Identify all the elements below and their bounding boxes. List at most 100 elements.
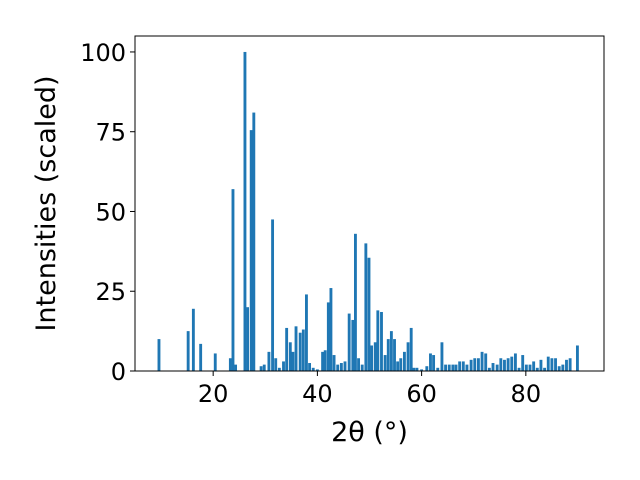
bar	[532, 361, 536, 371]
x-axis-label: 2θ (°)	[331, 417, 408, 448]
bar	[228, 358, 232, 371]
bar	[291, 351, 295, 371]
bar	[499, 358, 503, 371]
bar	[157, 339, 161, 371]
bar	[396, 361, 400, 371]
x-tick-label: 20	[198, 380, 229, 408]
bar	[376, 310, 380, 371]
bar	[267, 351, 271, 371]
bar	[213, 353, 217, 371]
bar	[336, 364, 340, 371]
bar	[473, 358, 477, 371]
bar	[339, 363, 343, 371]
bar	[252, 112, 256, 371]
bar	[535, 367, 539, 371]
bar	[294, 326, 298, 371]
y-tick-label: 0	[111, 358, 126, 386]
bar	[550, 358, 554, 371]
bar	[409, 327, 413, 371]
bar	[393, 339, 396, 371]
bar	[282, 361, 285, 371]
bar	[285, 327, 289, 371]
bar	[436, 367, 440, 371]
bar	[389, 331, 393, 371]
bar	[447, 364, 451, 371]
plot-frame	[134, 35, 605, 372]
bar	[301, 329, 305, 371]
bar	[568, 358, 572, 371]
bar	[543, 367, 547, 371]
bar	[399, 358, 403, 371]
x-axis-ticks: 20 40 60 80	[198, 371, 541, 408]
bar	[528, 364, 532, 371]
y-tick-label: 100	[80, 39, 126, 67]
bar	[521, 355, 525, 371]
bar	[484, 353, 488, 371]
bar	[557, 366, 561, 371]
bar	[357, 358, 360, 371]
bar	[360, 364, 364, 371]
bar	[246, 307, 249, 371]
bar	[506, 358, 510, 371]
bar	[513, 353, 517, 371]
bar	[329, 288, 333, 371]
bar	[429, 353, 432, 371]
bar	[444, 364, 448, 371]
bar	[243, 51, 247, 371]
bar	[454, 364, 458, 371]
bar	[383, 355, 387, 371]
bar	[191, 308, 195, 371]
bar	[305, 294, 308, 371]
bar	[298, 332, 302, 371]
bar	[465, 364, 469, 371]
bar	[354, 233, 357, 371]
bar	[323, 350, 327, 371]
bar	[420, 369, 424, 371]
bar	[503, 359, 506, 371]
bar	[249, 130, 253, 371]
bar	[370, 345, 374, 371]
bar	[367, 257, 371, 371]
bar	[524, 364, 528, 371]
y-tick-label: 25	[95, 278, 126, 306]
bar	[347, 313, 351, 371]
bar	[469, 359, 473, 371]
bar	[425, 366, 429, 371]
bar	[432, 355, 436, 371]
bar	[386, 339, 390, 371]
bar	[458, 361, 462, 371]
bar	[380, 311, 383, 371]
bar	[415, 367, 419, 371]
bar	[234, 364, 238, 371]
bar	[402, 351, 406, 371]
bar	[561, 364, 565, 371]
y-axis-label: Intensities (scaled)	[31, 75, 62, 331]
bar	[495, 364, 499, 371]
bar	[262, 364, 266, 371]
bar	[412, 367, 416, 371]
bar	[480, 351, 484, 371]
bar	[554, 358, 557, 371]
bar	[231, 189, 235, 371]
bar	[311, 367, 315, 371]
bar	[259, 366, 263, 371]
bar	[510, 356, 514, 371]
bar	[575, 345, 579, 371]
bar	[451, 364, 455, 371]
bar	[321, 351, 325, 371]
bar	[271, 219, 275, 371]
bar	[546, 356, 550, 371]
y-tick-label: 50	[95, 198, 126, 226]
x-tick-label: 60	[406, 380, 437, 408]
bar	[274, 358, 278, 371]
bar	[364, 243, 368, 371]
bar	[440, 342, 444, 371]
bar	[186, 331, 190, 371]
bar	[308, 363, 312, 371]
y-tick-label: 75	[95, 119, 126, 147]
bar	[199, 343, 203, 371]
bar	[277, 367, 281, 371]
bar	[332, 355, 336, 371]
bar	[351, 319, 355, 371]
